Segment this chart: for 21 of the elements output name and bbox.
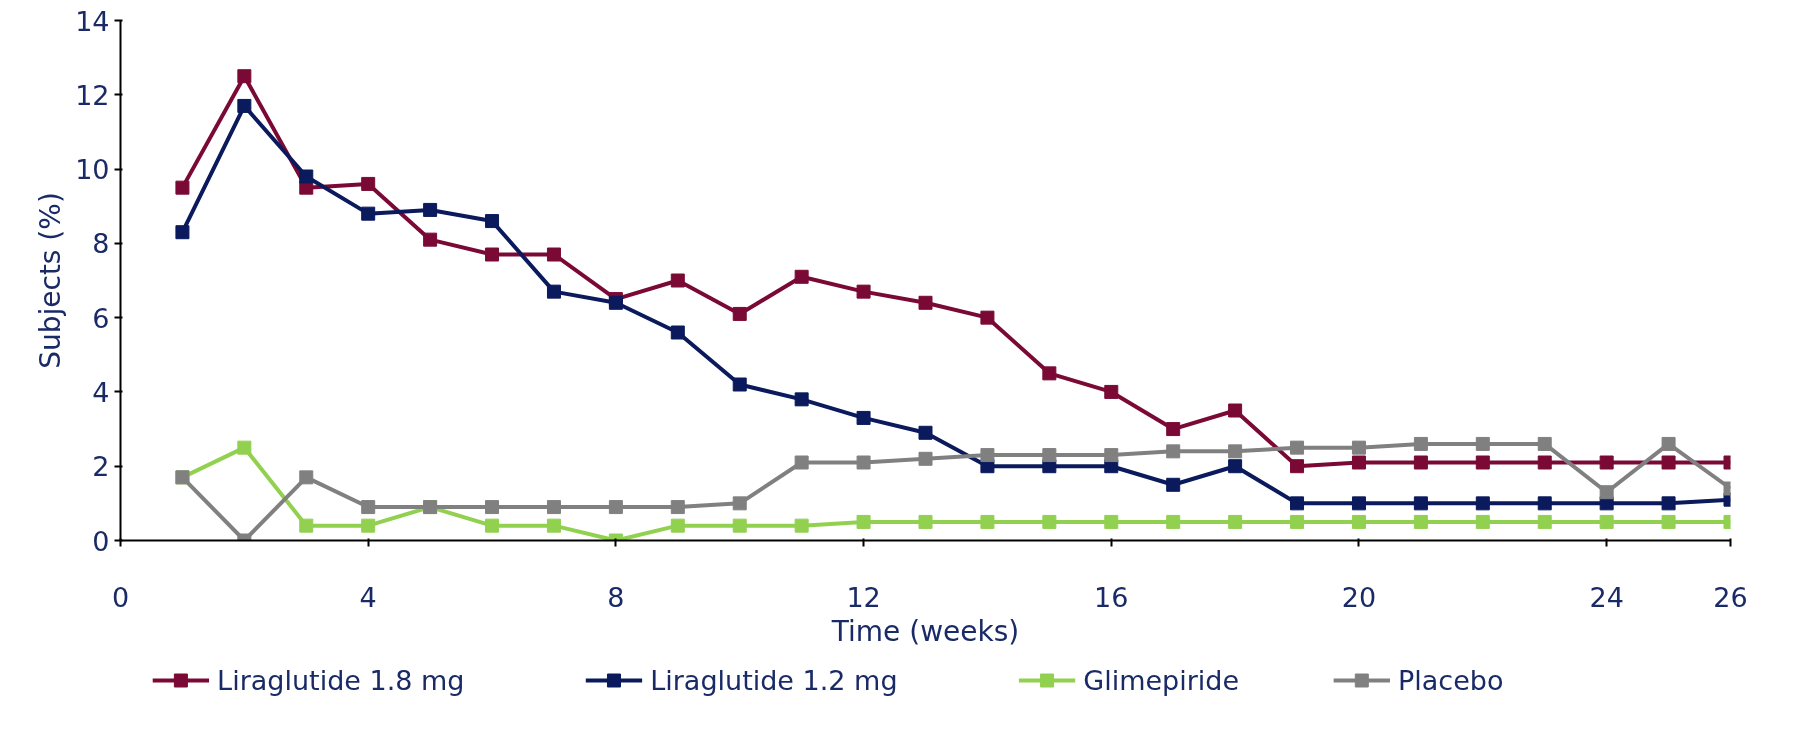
y-axis-title: Subjects (%) xyxy=(34,192,68,369)
y-tick-label: 0 xyxy=(92,525,110,557)
y-tick-label: 6 xyxy=(92,302,110,334)
y-tick-label: 2 xyxy=(92,451,110,483)
x-tick-label: 4 xyxy=(359,581,377,613)
legend-label: Glimepiride xyxy=(1083,665,1240,696)
x-tick-label: 12 xyxy=(846,581,881,613)
x-axis-title: Time (weeks) xyxy=(830,614,1020,648)
x-tick-label: 16 xyxy=(1094,581,1129,613)
x-tick-label: 26 xyxy=(1713,581,1748,613)
legend-label: Liraglutide 1.2 mg xyxy=(650,665,898,696)
x-tick-label: 20 xyxy=(1341,581,1377,613)
y-tick-label: 14 xyxy=(75,5,110,37)
y-tick-label: 10 xyxy=(75,154,110,186)
x-tick-label: 8 xyxy=(607,581,625,613)
legend-label: Placebo xyxy=(1398,665,1504,696)
x-tick-label: 24 xyxy=(1589,581,1624,613)
y-tick-label: 8 xyxy=(92,228,110,260)
y-tick-label: 12 xyxy=(75,79,110,111)
legend-label: Liraglutide 1.8 mg xyxy=(217,665,465,696)
y-tick-label: 4 xyxy=(92,376,110,408)
